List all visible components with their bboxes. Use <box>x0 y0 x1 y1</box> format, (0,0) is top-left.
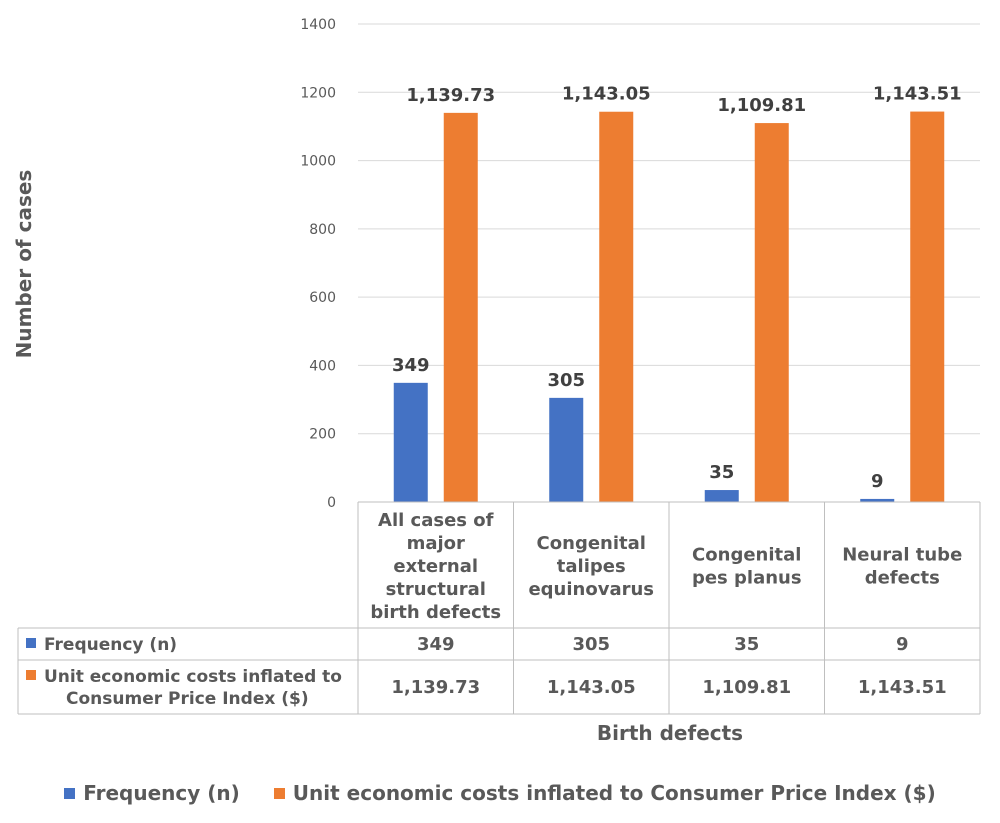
category-label: Congenital talipes equinovarus <box>528 533 654 600</box>
data-label: 1,139.73 <box>406 85 495 106</box>
legend-swatch <box>64 787 76 799</box>
y-axis-title: Number of cases <box>12 170 36 359</box>
legend-item: Frequency (n) <box>64 781 240 805</box>
table-cell: 35 <box>734 634 759 655</box>
bar <box>443 112 478 502</box>
x-axis-title: Birth defects <box>597 721 743 745</box>
table-cell: 1,109.81 <box>702 677 791 698</box>
legend: Frequency (n) Unit economic costs inflate… <box>0 776 1000 810</box>
table-cell: 1,143.51 <box>858 677 947 698</box>
y-tick-label: 1400 <box>300 17 336 33</box>
bar <box>393 382 428 502</box>
bar <box>549 397 584 502</box>
y-tick-label: 200 <box>309 427 336 443</box>
y-tick-label: 600 <box>309 290 336 306</box>
table-cell: 1,139.73 <box>391 677 480 698</box>
y-tick-label: 0 <box>327 495 336 511</box>
y-tick-label: 1200 <box>300 85 336 101</box>
bar <box>599 111 634 502</box>
data-label: 349 <box>392 355 430 376</box>
data-table: All cases of major external structural birth… <box>17 501 981 715</box>
y-axis-ticks: 0 200 400 600 800 1000 1200 1400 <box>300 17 336 511</box>
table-cell: 305 <box>572 634 610 655</box>
y-tick-label: 400 <box>309 358 336 374</box>
category-label: All cases of major external structural birth… <box>370 510 501 623</box>
bar <box>754 123 789 502</box>
legend-label: Frequency (n) <box>83 781 240 805</box>
data-label: 1,143.51 <box>873 84 962 105</box>
bar <box>860 498 895 502</box>
row-swatch <box>26 670 36 680</box>
data-label: 9 <box>871 471 884 492</box>
bars <box>393 111 945 503</box>
y-tick-label: 800 <box>309 222 336 238</box>
legend-label: Unit economic costs inflated to Consumer… <box>292 781 936 805</box>
row-swatch <box>26 638 36 648</box>
table-cell: 349 <box>417 634 455 655</box>
category-label: Neural tube defects <box>842 545 962 589</box>
data-label: 35 <box>709 462 734 483</box>
row-header: Unit economic costs inflated to Consumer … <box>44 667 342 709</box>
data-label: 1,143.05 <box>562 84 651 105</box>
data-labels: 349 1,139.73 305 1,143.05 35 1,109.81 9 1,143.5… <box>392 84 962 492</box>
bar <box>910 111 945 503</box>
table-cell: 1,143.05 <box>547 677 636 698</box>
row-header: Frequency (n) <box>44 635 177 655</box>
chart-area: 0 200 400 600 800 1000 1200 1400 Number of case… <box>12 17 981 745</box>
bar <box>704 490 739 502</box>
table-cell: 9 <box>896 634 909 655</box>
y-tick-label: 1000 <box>300 154 336 170</box>
legend-item: Unit economic costs inflated to Consumer… <box>273 781 936 805</box>
data-label: 1,109.81 <box>717 95 806 116</box>
data-label: 305 <box>547 370 585 391</box>
category-label: Congenital pes planus <box>692 545 802 589</box>
legend-swatch <box>273 787 285 799</box>
